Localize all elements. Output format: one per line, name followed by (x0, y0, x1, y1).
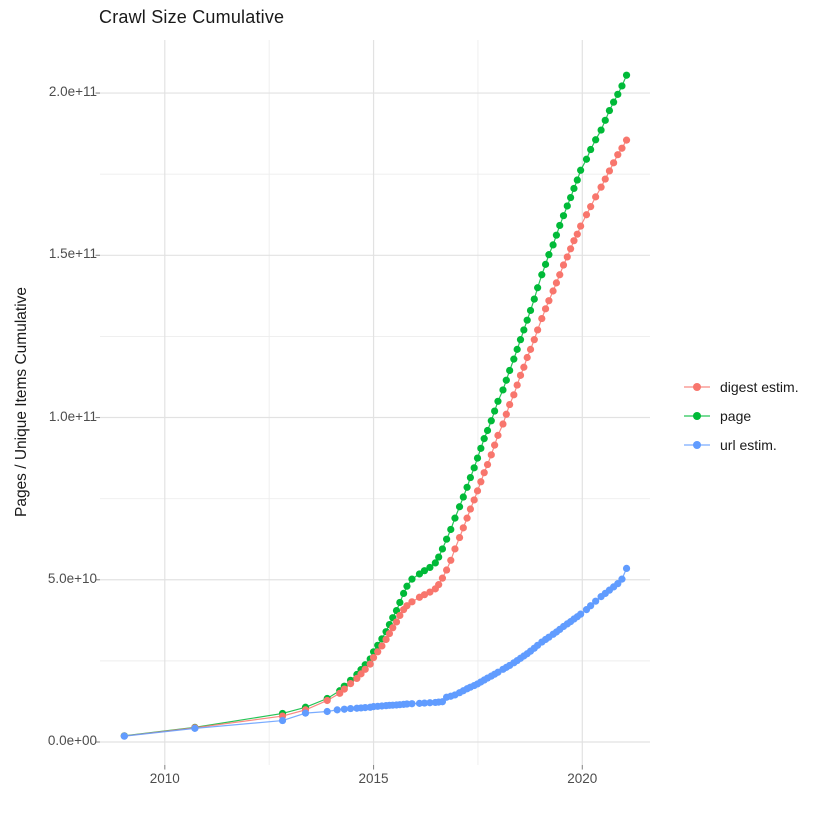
y-tick-label-3: 1.5e+11 (48, 246, 97, 262)
x-tick-label-2020: 2020 (567, 771, 598, 786)
y-tick-label-4: 2.0e+11 (48, 84, 97, 100)
legend-key-line-dot-icon (684, 412, 710, 420)
y-axis-title: Pages / Unique Items Cumulative (13, 286, 30, 518)
x-tick-label-2010: 2010 (149, 771, 180, 786)
legend-label-digest-estim: digest estim. (720, 379, 799, 395)
y-tick-label-2: 1.0e+11 (48, 408, 97, 424)
y-tick-label-0: 0.0e+00 (47, 733, 97, 748)
legend-key-line-dot-icon (684, 441, 710, 449)
legend-item-page: page (684, 406, 799, 426)
chart-legend: digest estim. page url estim. (684, 377, 799, 455)
x-tick-label-2015: 2015 (358, 771, 389, 786)
y-tick-label-1: 5.0e+10 (47, 570, 97, 586)
legend-label-page: page (720, 408, 752, 424)
chart-title: Crawl Size Cumulative (99, 7, 285, 27)
legend-label-url-estim: url estim. (720, 437, 777, 453)
legend-item-url-estim: url estim. (684, 435, 799, 455)
legend-key-line-dot-icon (684, 383, 710, 391)
legend-item-digest-estim: digest estim. (684, 377, 799, 397)
